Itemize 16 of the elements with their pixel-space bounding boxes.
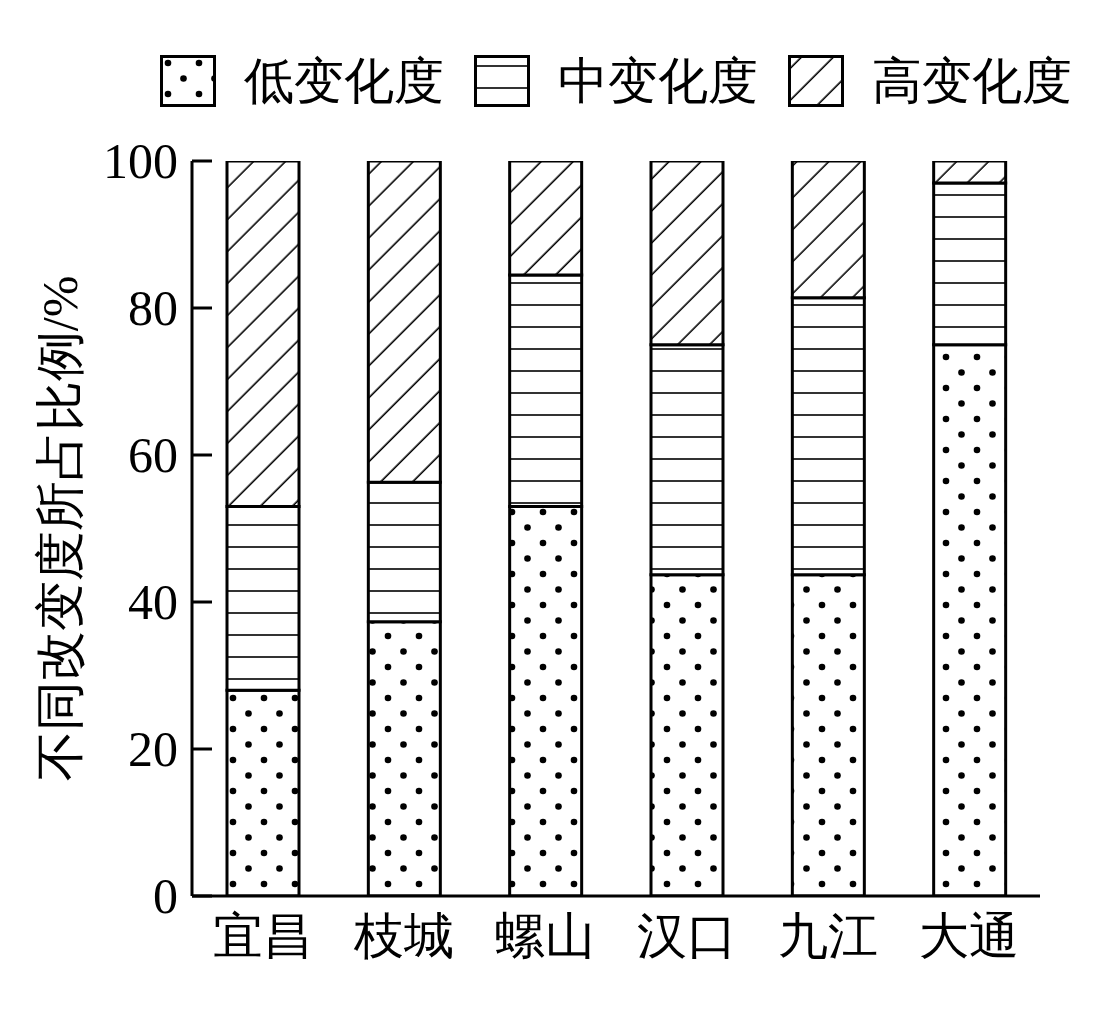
y-tick-label: 80: [128, 280, 178, 336]
x-tick-label: 大通: [919, 908, 1020, 964]
legend-label: 中变化度: [558, 53, 758, 109]
x-tick-label: 宜昌: [212, 908, 313, 964]
y-tick-label: 60: [128, 427, 178, 483]
x-tick-label: 九江: [778, 908, 878, 964]
legend-label: 低变化度: [244, 53, 444, 109]
x-tick-label: 螺山: [495, 908, 596, 964]
y-tick-label: 40: [128, 574, 178, 630]
y-tick-label: 20: [128, 721, 178, 777]
y-axis-title: 不同改变度所占比例/%: [32, 275, 88, 782]
x-tick-label: 汉口: [636, 908, 737, 964]
y-tick-label: 0: [153, 868, 178, 924]
legend-label: 高变化度: [872, 53, 1072, 109]
y-tick-label: 100: [103, 133, 178, 189]
x-tick-label: 枝城: [353, 908, 454, 964]
